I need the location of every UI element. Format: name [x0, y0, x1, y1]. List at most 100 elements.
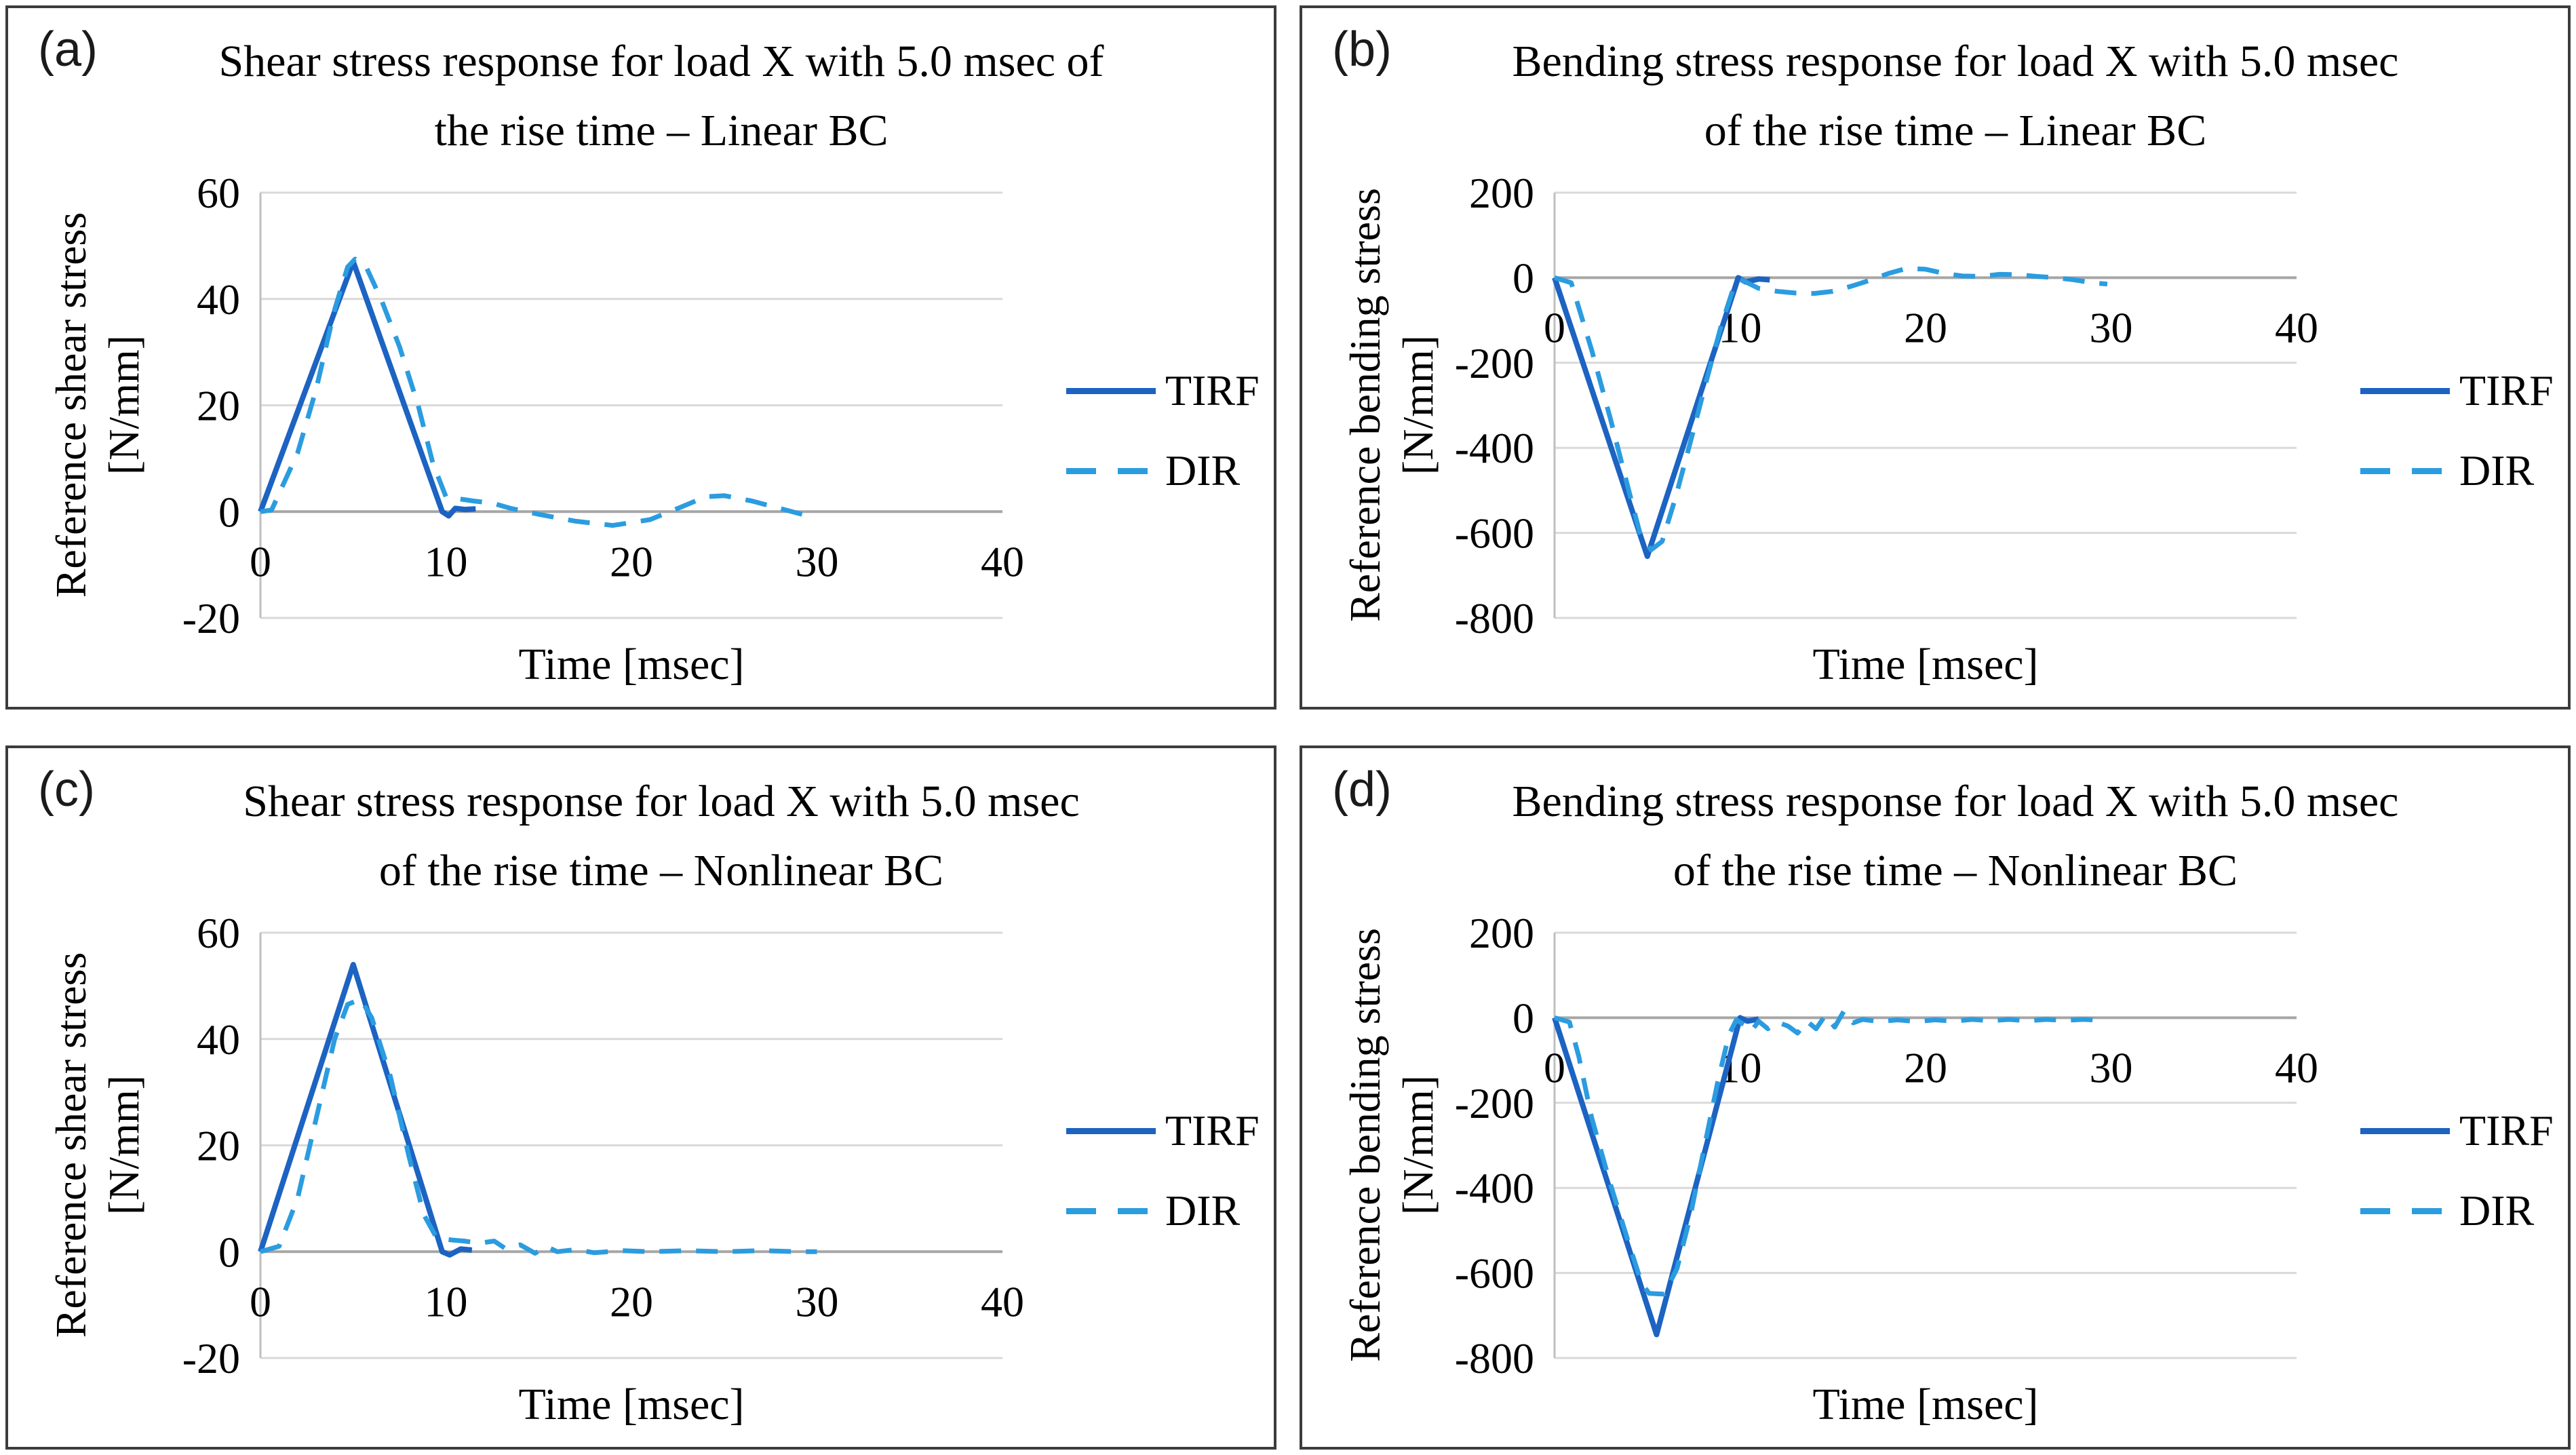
panel-letter: (a) — [38, 22, 98, 77]
panel-letter: (d) — [1332, 762, 1392, 817]
x-axis-title: Time [msec] — [1812, 640, 2039, 689]
panel-shear-linear: (a) Shear stress response for load X wit… — [5, 5, 1276, 710]
series-dir-line — [260, 996, 817, 1256]
x-tick-label: 40 — [981, 537, 1024, 585]
y-tick-label: 0 — [1513, 254, 1534, 302]
x-tick-label: 20 — [1904, 1043, 1947, 1091]
x-tick-label: 20 — [610, 537, 653, 585]
y-tick-label: 40 — [197, 275, 240, 324]
legend-item-tirf: TIRF — [1066, 1106, 1260, 1155]
legend-label-dir: DIR — [2459, 446, 2535, 494]
x-axis-title: Time [msec] — [518, 1380, 745, 1429]
panel-letter: (b) — [1332, 22, 1392, 77]
tirf-line-sample — [2360, 1127, 2450, 1134]
y-tick-label: 0 — [1513, 994, 1534, 1042]
series-dir-line — [1553, 266, 2108, 553]
tirf-line-sample — [1066, 1127, 1156, 1134]
y-tick-label: -800 — [1455, 594, 1534, 642]
x-tick-label: 40 — [2275, 1043, 2318, 1091]
x-tick-label: 20 — [1904, 303, 1947, 351]
panel-content: (c) Shear stress response for load X wit… — [8, 748, 1274, 1447]
y-tick-label: -400 — [1455, 424, 1534, 472]
x-tick-label: 0 — [1544, 1043, 1565, 1091]
x-tick-label: 0 — [250, 537, 271, 585]
chart-title: Shear stress response for load X with 5.… — [90, 767, 1233, 906]
legend-item-dir: DIR — [2360, 1186, 2554, 1235]
panel-content: (d) Bending stress response for load X w… — [1302, 748, 2568, 1447]
y-tick-label: 0 — [218, 1228, 240, 1276]
x-tick-label: 20 — [610, 1277, 653, 1325]
legend-item-dir: DIR — [2360, 446, 2554, 495]
y-tick-label: 40 — [197, 1015, 240, 1064]
y-tick-label: 0 — [218, 488, 240, 536]
x-tick-label: 30 — [796, 1277, 839, 1325]
chart-title-line1: Shear stress response for load X with 5.… — [218, 37, 1104, 86]
legend-item-dir: DIR — [1066, 446, 1260, 495]
y-tick-label: -200 — [1455, 1079, 1534, 1127]
chart-title-line2: of the rise time – Linear BC — [1704, 106, 2207, 155]
chart-title-line1: Shear stress response for load X with 5.… — [243, 777, 1080, 826]
y-tick-label: -800 — [1455, 1334, 1534, 1382]
tirf-line-sample — [2360, 387, 2450, 394]
legend: TIRF DIR — [2360, 366, 2554, 495]
x-tick-label: 30 — [796, 537, 839, 585]
legend-item-tirf: TIRF — [2360, 1106, 2554, 1155]
x-tick-label: 30 — [2090, 1043, 2133, 1091]
dir-line-sample — [2360, 1207, 2450, 1214]
legend-item-tirf: TIRF — [2360, 366, 2554, 415]
y-tick-label: -600 — [1455, 1249, 1534, 1298]
legend-label-dir: DIR — [1165, 446, 1241, 494]
chart-title-line2: of the rise time – Nonlinear BC — [1673, 846, 2238, 895]
y-tick-label: 20 — [197, 382, 240, 430]
y-tick-label: 200 — [1469, 169, 1534, 217]
panel-content: (b) Bending stress response for load X w… — [1302, 8, 2568, 707]
legend: TIRF DIR — [1066, 1106, 1260, 1235]
y-tick-label: -600 — [1455, 509, 1534, 558]
chart-title: Shear stress response for load X with 5.… — [90, 27, 1233, 166]
panel-content: (a) Shear stress response for load X wit… — [8, 8, 1274, 707]
legend-label-tirf: TIRF — [1165, 1106, 1260, 1155]
legend-label-tirf: TIRF — [1165, 366, 1260, 414]
chart-title-line1: Bending stress response for load X with … — [1512, 777, 2399, 826]
panel-bending-nonlinear: (d) Bending stress response for load X w… — [1300, 745, 2571, 1450]
series-dir-line — [1554, 1008, 2102, 1297]
panel-letter: (c) — [38, 762, 95, 817]
panel-bending-linear: (b) Bending stress response for load X w… — [1300, 5, 2571, 710]
series-dir-line — [260, 256, 805, 528]
chart-title-line2: of the rise time – Nonlinear BC — [378, 846, 944, 895]
chart-title-line1: Bending stress response for load X with … — [1512, 37, 2399, 86]
legend: TIRF DIR — [1066, 366, 1260, 495]
y-tick-label: 60 — [197, 909, 240, 957]
chart-title: Bending stress response for load X with … — [1384, 767, 2527, 906]
chart-title-line2: the rise time – Linear BC — [434, 106, 889, 155]
x-tick-label: 30 — [2090, 303, 2133, 351]
x-tick-label: 10 — [425, 1277, 468, 1325]
series-tirf-line — [1552, 1015, 1759, 1338]
dir-line-sample — [1066, 1207, 1156, 1214]
x-axis-title: Time [msec] — [518, 640, 745, 689]
x-tick-label: 0 — [250, 1277, 271, 1325]
x-tick-label: 40 — [981, 1277, 1024, 1325]
y-tick-label: 20 — [197, 1122, 240, 1170]
series-tirf-line — [258, 962, 473, 1258]
panel-shear-nonlinear: (c) Shear stress response for load X wit… — [5, 745, 1276, 1450]
legend-item-dir: DIR — [1066, 1186, 1260, 1235]
dir-line-sample — [2360, 467, 2450, 474]
x-tick-label: 0 — [1544, 303, 1565, 351]
legend-label-dir: DIR — [2459, 1186, 2535, 1235]
x-axis-title: Time [msec] — [1812, 1380, 2039, 1429]
dir-line-sample — [1066, 467, 1156, 474]
legend-item-tirf: TIRF — [1066, 366, 1260, 415]
legend-label-tirf: TIRF — [2459, 1106, 2554, 1155]
y-tick-label: 60 — [197, 169, 240, 217]
legend-label-tirf: TIRF — [2459, 366, 2554, 414]
y-tick-label: -200 — [1455, 339, 1534, 387]
y-tick-label: -20 — [182, 594, 240, 642]
y-tick-label: -400 — [1455, 1164, 1534, 1212]
y-tick-label: 200 — [1469, 909, 1534, 957]
x-tick-label: 40 — [2275, 303, 2318, 351]
